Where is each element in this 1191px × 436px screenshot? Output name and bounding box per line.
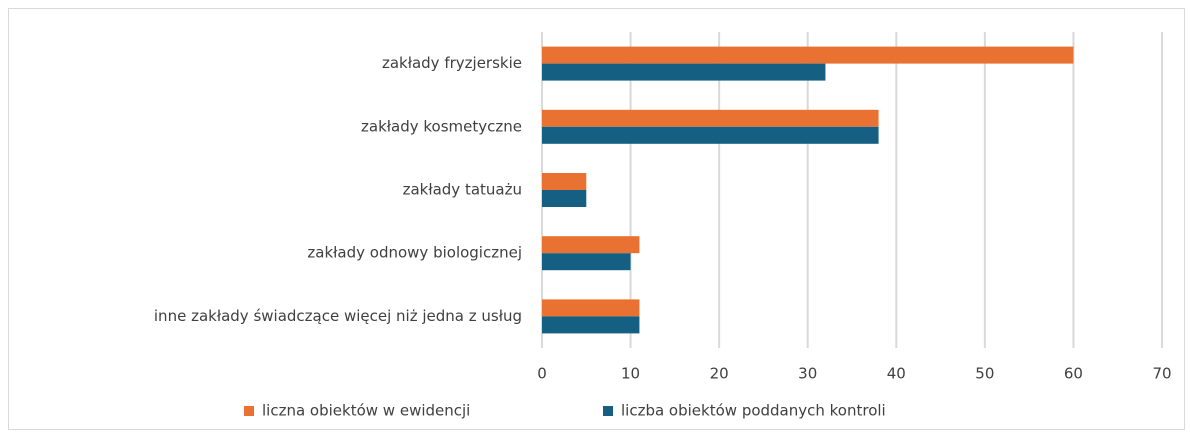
x-tick-label: 60	[1064, 365, 1083, 383]
x-tick-label: 40	[887, 365, 906, 383]
legend-swatch	[603, 406, 613, 416]
x-tick-label: 70	[1152, 365, 1171, 383]
x-tick-label: 10	[621, 365, 640, 383]
x-tick-label: 50	[975, 365, 994, 383]
bar	[542, 109, 879, 127]
bar	[542, 46, 1074, 64]
x-tick-label: 0	[537, 365, 547, 383]
x-tick-label: 30	[798, 365, 817, 383]
bar	[542, 63, 826, 81]
y-tick-label: zakłady kosmetyczne	[361, 117, 522, 135]
y-tick-label: zakłady fryzjerskie	[382, 54, 522, 72]
legend-swatch	[244, 406, 254, 416]
y-tick-label: zakłady odnowy biologicznej	[307, 244, 522, 262]
bar	[542, 190, 587, 207]
legend-label: liczba obiektów poddanych kontroli	[621, 402, 886, 420]
bar	[542, 299, 640, 317]
bar	[542, 126, 879, 144]
x-tick-label: 20	[710, 365, 729, 383]
bar	[542, 236, 640, 254]
y-tick-label: zakłady tatuażu	[403, 181, 522, 199]
y-tick-label: inne zakłady świadczące więcej niż jedna…	[154, 307, 522, 325]
bar	[542, 253, 631, 271]
bar	[542, 316, 640, 334]
legend-label: liczna obiektów w ewidencji	[262, 402, 470, 420]
bar	[542, 173, 587, 190]
